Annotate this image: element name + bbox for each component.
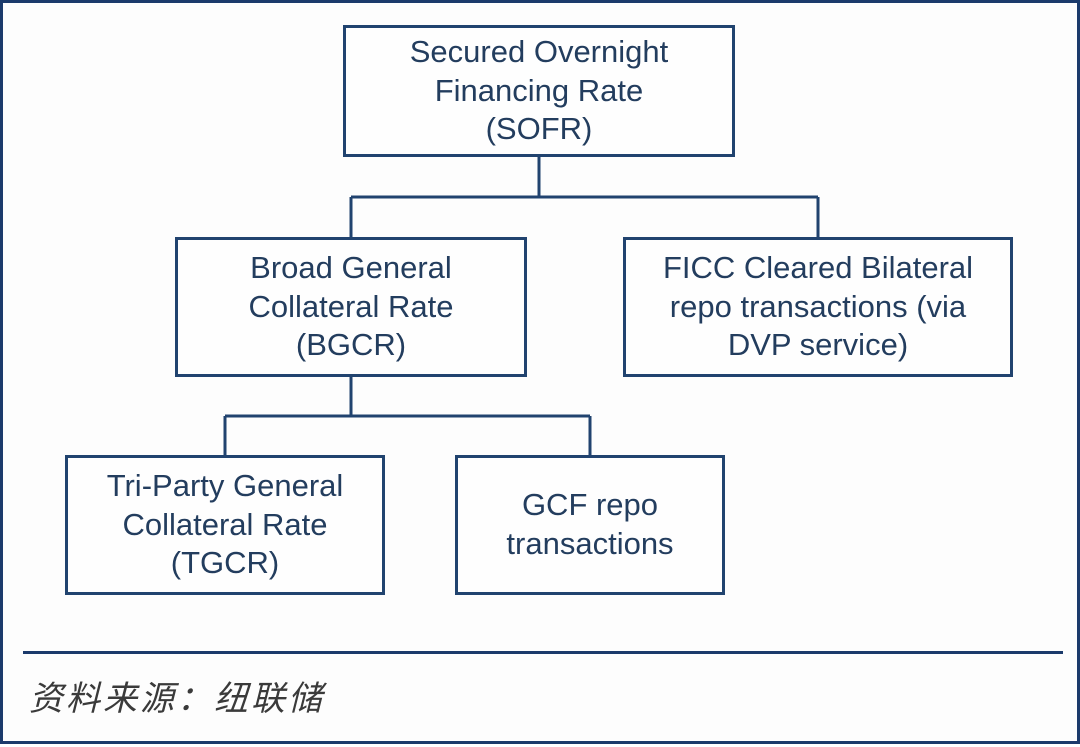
footer-source-label: 资料来源：纽联储 (29, 671, 325, 720)
footer-divider (23, 651, 1063, 654)
node-bgcr: Broad GeneralCollateral Rate(BGCR) (175, 237, 527, 377)
diagram-canvas: Secured OvernightFinancing Rate(SOFR) Br… (0, 0, 1080, 744)
node-tgcr: Tri-Party GeneralCollateral Rate(TGCR) (65, 455, 385, 595)
node-gcf: GCF repotransactions (455, 455, 725, 595)
node-gcf-label: GCF repotransactions (506, 486, 673, 564)
node-ficc: FICC Cleared Bilateralrepo transactions … (623, 237, 1013, 377)
node-sofr-label: Secured OvernightFinancing Rate(SOFR) (410, 33, 668, 149)
node-bgcr-label: Broad GeneralCollateral Rate(BGCR) (248, 249, 453, 365)
node-sofr: Secured OvernightFinancing Rate(SOFR) (343, 25, 735, 157)
node-ficc-label: FICC Cleared Bilateralrepo transactions … (663, 249, 973, 365)
node-tgcr-label: Tri-Party GeneralCollateral Rate(TGCR) (107, 467, 344, 583)
